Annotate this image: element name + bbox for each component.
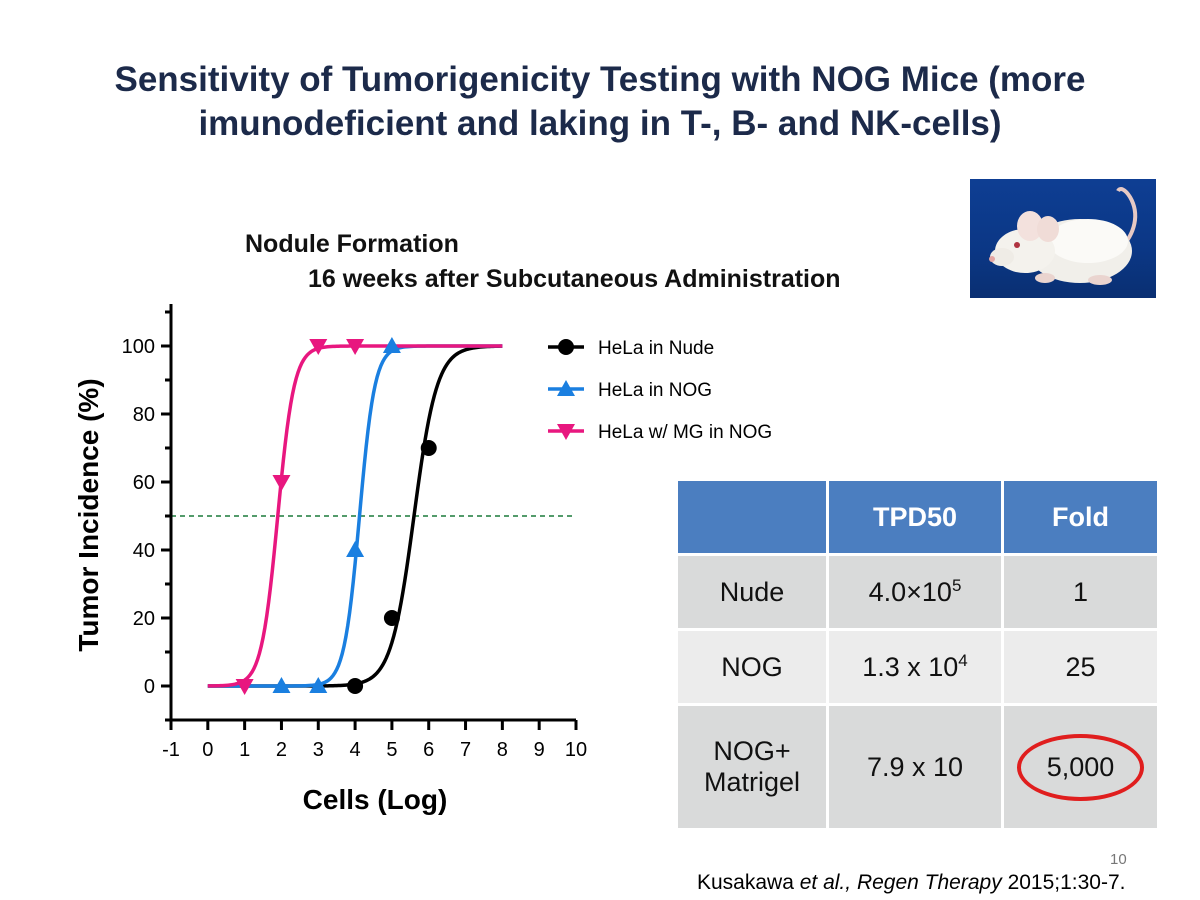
slide-title: Sensitivity of Tumorigenicity Testing wi… (114, 60, 1086, 143)
page-number: 10 (1110, 851, 1127, 868)
data-point (383, 610, 400, 626)
data-point (347, 678, 364, 694)
legend-label: HeLa in Nude (598, 338, 714, 359)
tpd50-nog-matrigel: 7.9 x 10 (826, 703, 1004, 831)
legend-marker (558, 339, 574, 355)
legend-label: HeLa w/ MG in NOG (598, 422, 772, 443)
white-mouse-image (989, 187, 1138, 285)
mouse-photo (970, 179, 1156, 298)
x-axis-label: Cells (Log) (303, 784, 448, 815)
x-tick-label: -1 (162, 739, 180, 761)
table-header-tpd50: TPD50 (826, 478, 1004, 556)
x-tick-label: 0 (202, 739, 213, 761)
table-row: NOG+ Matrigel 7.9 x 10 5,000 (675, 703, 1160, 831)
data-point (272, 475, 291, 491)
data-point (272, 677, 291, 693)
y-tick-label: 0 (144, 676, 155, 698)
table-header-row: TPD50 Fold (675, 478, 1160, 556)
data-point (309, 677, 328, 693)
y-axis-label: Tumor Incidence (%) (73, 378, 104, 651)
x-tick-label: 3 (313, 739, 324, 761)
y-tick-label: 20 (133, 608, 155, 630)
data-point (235, 679, 254, 695)
chart-title: Nodule Formation (245, 230, 459, 258)
table-header-fold: Fold (1001, 478, 1160, 556)
x-tick-label: 2 (276, 739, 287, 761)
tumor-incidence-chart: 0 20 40 60 80 100 -1 0 1 2 3 4 5 6 7 8 9 10 HeLa in Nude H… (73, 304, 772, 815)
tpd50-nude: 4.0×105 (826, 553, 1004, 631)
table-row: NOG 1.3 x 104 25 (675, 628, 1160, 706)
table-row: Nude 4.0×105 1 (675, 553, 1160, 631)
x-tick-label: 10 (565, 739, 587, 761)
data-point (382, 337, 401, 353)
y-tick-label: 60 (133, 472, 155, 494)
x-tick-label: 4 (350, 739, 361, 761)
tpd50-table: TPD50 Fold Nude 4.0×105 1 NOG 1.3 x 104 … (675, 478, 1160, 831)
x-tick-label: 6 (423, 739, 434, 761)
fold-nude: 1 (1001, 553, 1160, 631)
legend-marker (557, 424, 575, 440)
data-point (346, 339, 365, 355)
x-tick-label: 8 (497, 739, 508, 761)
x-tick-label: 7 (460, 739, 471, 761)
row-label-nog-matrigel: NOG+ Matrigel (675, 703, 829, 831)
y-tick-label: 80 (133, 404, 155, 426)
y-tick-label: 100 (122, 336, 155, 358)
table-header-empty (675, 478, 829, 556)
legend-marker (557, 380, 575, 396)
legend-label: HeLa in NOG (598, 380, 712, 401)
data-point (420, 440, 437, 456)
x-tick-label: 1 (239, 739, 250, 761)
citation: Kusakawa et al., Regen Therapy 2015;1:30… (697, 871, 1126, 894)
data-point (346, 541, 365, 557)
x-tick-label: 9 (534, 739, 545, 761)
row-label-nude: Nude (675, 553, 829, 631)
chart-subtitle: 16 weeks after Subcutaneous Administrati… (308, 265, 841, 293)
x-tick-label: 5 (386, 739, 397, 761)
tpd50-nog: 1.3 x 104 (826, 628, 1004, 706)
fold-nog: 25 (1001, 628, 1160, 706)
fold-nog-matrigel: 5,000 (1001, 703, 1160, 831)
y-tick-label: 40 (133, 540, 155, 562)
row-label-nog: NOG (675, 628, 829, 706)
data-point (309, 339, 328, 355)
highlight-circle: 5,000 (1016, 733, 1145, 801)
